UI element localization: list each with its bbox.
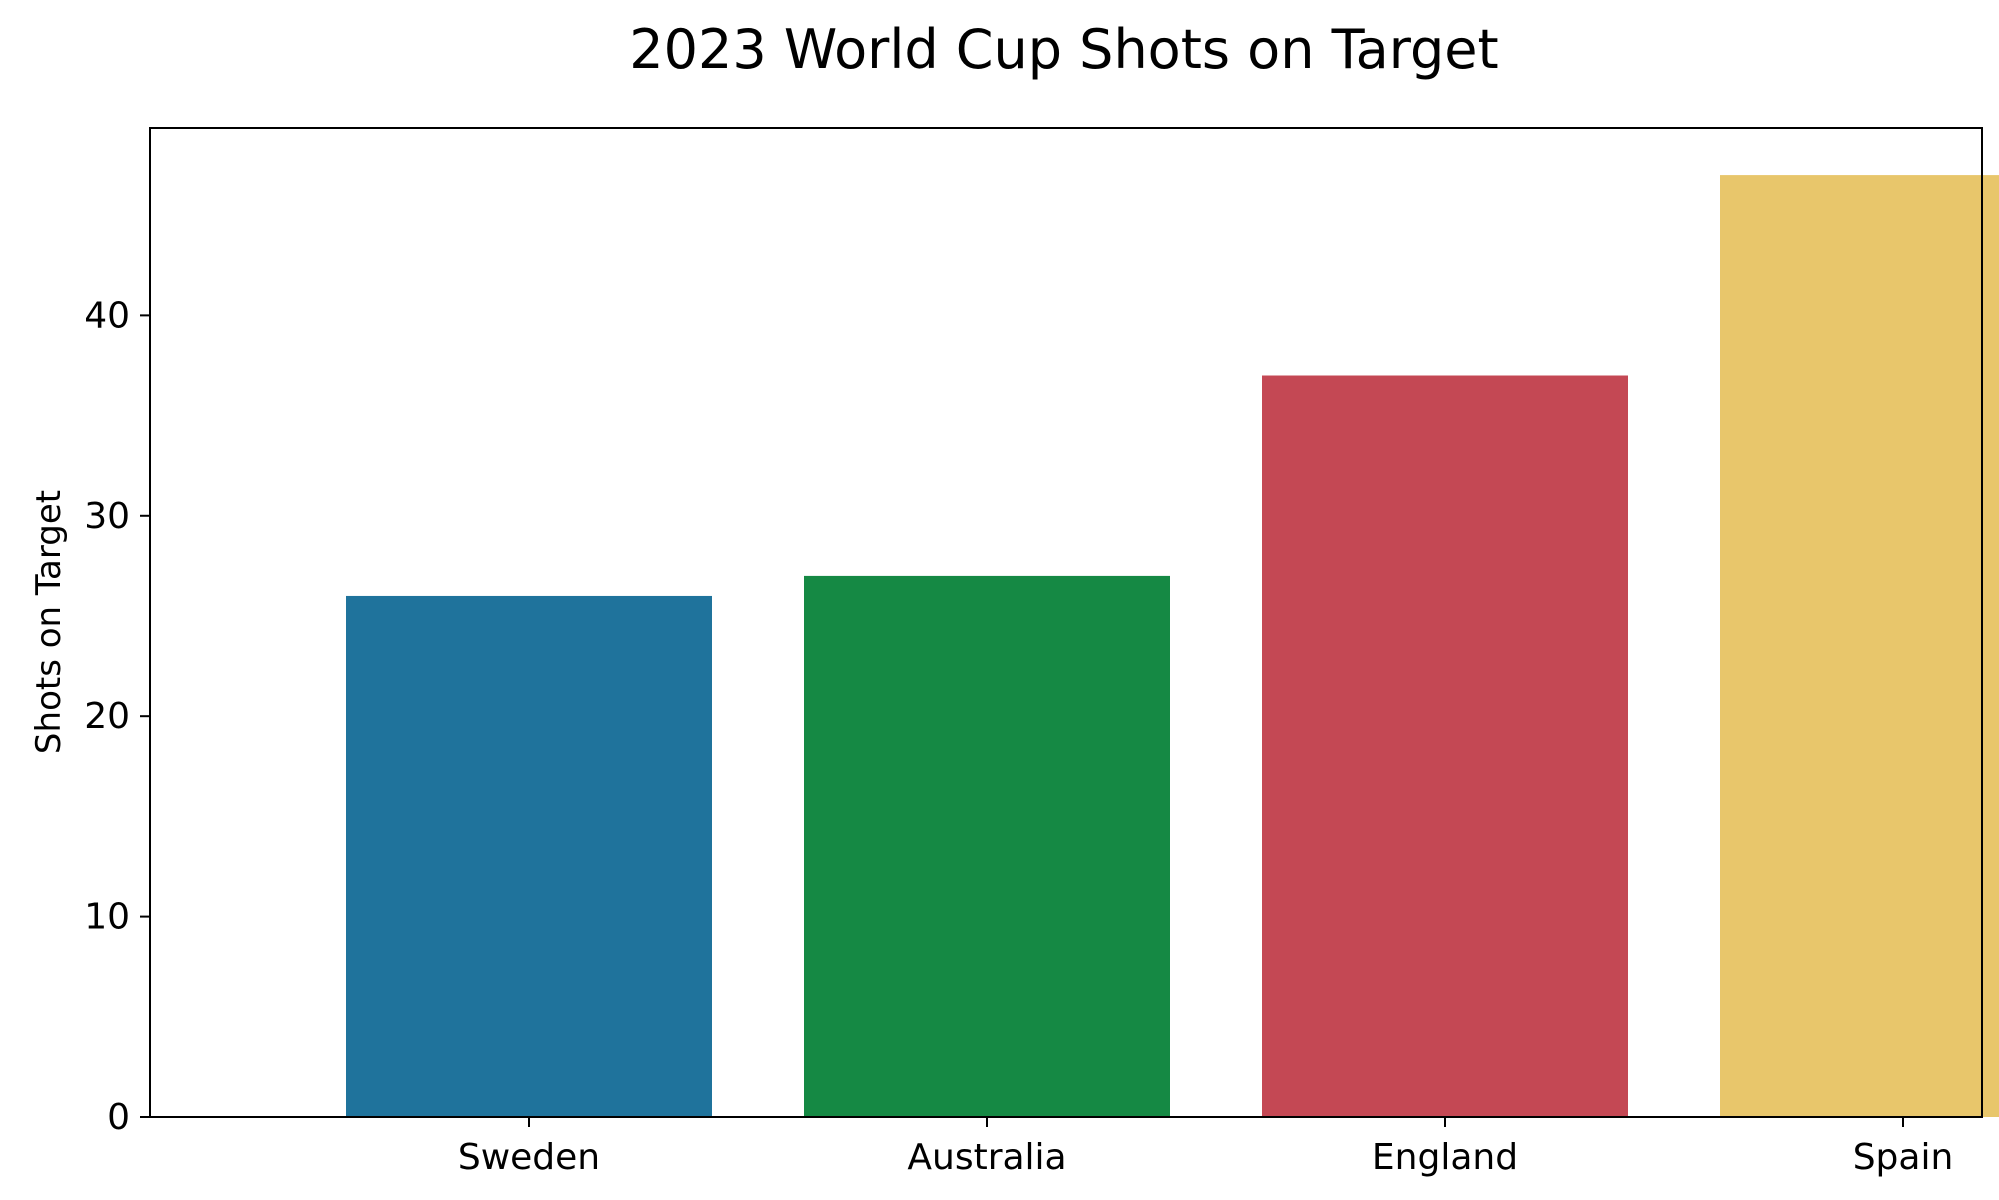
- y-tick-label: 20: [84, 696, 130, 737]
- chart-title: 2023 World Cup Shots on Target: [629, 18, 1498, 81]
- bar-sweden: [346, 595, 712, 1117]
- y-tick-label: 40: [84, 295, 130, 336]
- y-tick-label: 0: [107, 1097, 130, 1138]
- y-axis-label: Shots on Target: [29, 490, 69, 754]
- bar-england: [1262, 375, 1628, 1118]
- y-axis-ticks: 0 10 20 30 40: [84, 295, 150, 1138]
- x-tick-label: Australia: [907, 1137, 1066, 1178]
- y-tick-label: 10: [84, 897, 130, 938]
- x-tick-label: Spain: [1853, 1137, 1954, 1178]
- x-tick-label: England: [1372, 1137, 1518, 1178]
- bar-spain: [1720, 175, 1999, 1118]
- x-axis-ticks: Sweden Australia England Spain: [458, 1117, 1953, 1178]
- bar-australia: [804, 575, 1170, 1117]
- plot-area-frame: [149, 127, 1983, 1118]
- bars-group: [346, 175, 1999, 1118]
- x-tick-label: Sweden: [458, 1137, 600, 1178]
- y-tick-label: 30: [84, 496, 130, 537]
